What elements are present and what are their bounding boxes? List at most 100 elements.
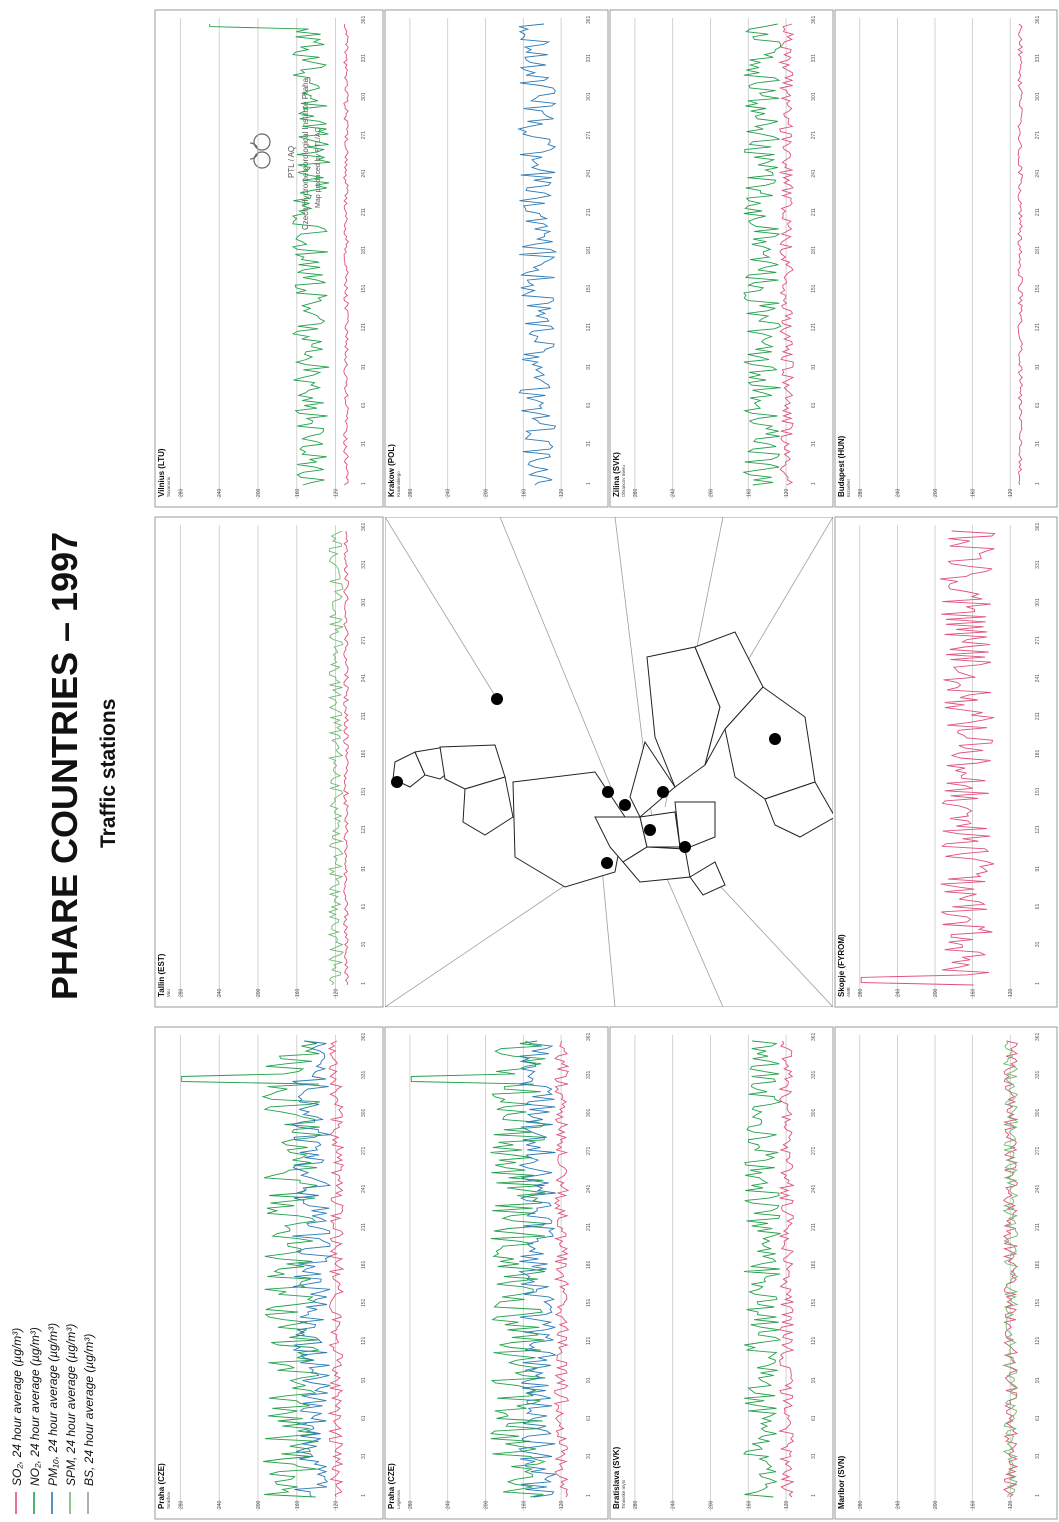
x-tick-label: 121 xyxy=(586,323,592,332)
x-tick-label: 151 xyxy=(1035,1298,1041,1307)
y-tick-label: 240 xyxy=(671,488,677,497)
leader-line xyxy=(385,517,498,700)
x-tick-label: 211 xyxy=(1035,1223,1041,1231)
x-tick-label: 241 xyxy=(1035,674,1041,683)
x-tick-label: 1 xyxy=(811,482,817,485)
y-tick-label: 200 xyxy=(709,1500,715,1509)
y-tick-label: 120 xyxy=(1008,488,1014,497)
series-line-so xyxy=(778,23,795,486)
station-panel: 120 160 200 240 280 Praha (CZE) Smichov 1 31 61 91… xyxy=(154,1026,384,1520)
panel-frame xyxy=(834,1026,1058,1520)
y-tick-label: 160 xyxy=(746,1500,752,1509)
x-tick-label: 121 xyxy=(811,323,817,332)
station-panel: 120 160 200 240 280 Krakow (POL) Krasinskiego 1… xyxy=(384,9,609,508)
x-tick-label: 361 xyxy=(361,1032,367,1041)
y-tick-label: 240 xyxy=(446,488,452,497)
x-tick-label: 61 xyxy=(1035,904,1041,910)
x-tick-label: 271 xyxy=(586,131,592,140)
station-name: Budapest (HUN) xyxy=(837,435,846,497)
y-tick-label: 280 xyxy=(633,1500,639,1509)
series-line-so xyxy=(553,1040,570,1498)
station-name: Zilina (SVK) xyxy=(612,452,621,497)
y-tick-label: 240 xyxy=(446,1500,452,1509)
credit-line-1: PTL / AQ xyxy=(287,146,296,178)
x-tick-label: 151 xyxy=(1035,787,1041,796)
credits-block: PTL / AQ Czech Hydrometeorological Insti… xyxy=(250,77,322,230)
x-tick-label: 31 xyxy=(361,1453,367,1459)
x-tick-label: 301 xyxy=(586,1108,592,1117)
station-name: Bratislava (SVK) xyxy=(612,1446,621,1509)
y-tick-label: 280 xyxy=(858,1500,864,1509)
x-tick-label: 181 xyxy=(361,749,367,758)
panel-frame xyxy=(154,516,384,1008)
x-tick-label: 31 xyxy=(361,441,367,447)
x-tick-label: 331 xyxy=(361,560,367,569)
x-tick-label: 31 xyxy=(811,441,817,447)
y-tick-label: 280 xyxy=(408,488,414,497)
y-tick-label: 200 xyxy=(484,488,490,497)
x-tick-label: 1 xyxy=(361,1494,367,1497)
station-name: Vilnius (LTU) xyxy=(157,448,166,497)
y-tick-label: 120 xyxy=(1008,1500,1014,1509)
x-tick-label: 181 xyxy=(811,246,817,255)
x-tick-label: 301 xyxy=(811,1108,817,1117)
x-tick-label: 121 xyxy=(361,1336,367,1345)
x-tick-label: 331 xyxy=(586,1070,592,1079)
series-line-pm xyxy=(517,23,558,486)
station-dot xyxy=(619,799,631,811)
x-tick-label: 61 xyxy=(361,1415,367,1421)
leader-line xyxy=(706,871,833,1007)
x-tick-label: 241 xyxy=(586,169,592,178)
y-tick-label: 280 xyxy=(633,488,639,497)
map xyxy=(385,517,833,1007)
x-tick-label: 181 xyxy=(1035,749,1041,758)
country-outlines xyxy=(392,631,833,896)
x-tick-label: 181 xyxy=(811,1260,817,1269)
leader-line xyxy=(385,871,586,1007)
x-tick-label: 91 xyxy=(361,1377,367,1383)
credit-line-2: Czech Hydrometeorological Institute Prah… xyxy=(301,77,310,230)
x-tick-label: 181 xyxy=(361,246,367,255)
station-panel: 120 160 200 240 280 Zilina (SVK) Obrancov mier… xyxy=(609,9,834,508)
series-line-spm xyxy=(327,530,345,986)
y-tick-label: 240 xyxy=(895,1500,901,1509)
x-tick-label: 301 xyxy=(811,92,817,101)
y-tick-label: 120 xyxy=(334,1500,340,1509)
x-tick-label: 31 xyxy=(361,941,367,947)
x-tick-label: 31 xyxy=(1035,941,1041,947)
legend-label: SO₂, 24 hour average (µg/m³) xyxy=(10,1328,24,1486)
x-tick-label: 91 xyxy=(811,1377,817,1383)
y-tick-label: 280 xyxy=(408,1500,414,1509)
x-tick-label: 61 xyxy=(811,1415,817,1421)
station-name: Krakow (POL) xyxy=(387,444,396,497)
station-sublabel: Obrancov mieru xyxy=(621,464,626,497)
x-tick-label: 361 xyxy=(811,1032,817,1041)
x-tick-label: 61 xyxy=(1035,402,1041,408)
station-sublabel: Smichov xyxy=(166,1491,171,1509)
x-tick-label: 121 xyxy=(586,1336,592,1345)
station-dot xyxy=(491,693,503,705)
x-tick-label: 1 xyxy=(586,1494,592,1497)
x-tick-label: 31 xyxy=(1035,1453,1041,1459)
legend-label: PM₁₀, 24 hour average (µg/m³) xyxy=(46,1323,60,1486)
x-tick-label: 301 xyxy=(1035,598,1041,607)
x-tick-label: 271 xyxy=(1035,1146,1041,1155)
y-tick-label: 120 xyxy=(784,1500,790,1509)
x-tick-label: 91 xyxy=(361,866,367,872)
series-line-so xyxy=(1017,23,1024,486)
x-tick-label: 151 xyxy=(1035,284,1041,293)
y-tick-label: 280 xyxy=(178,488,184,497)
station-sublabel: AMB xyxy=(846,987,851,997)
x-tick-label: 361 xyxy=(586,15,592,24)
x-tick-label: 211 xyxy=(811,208,817,216)
y-tick-label: 200 xyxy=(709,488,715,497)
station-sublabel: Savanoriu xyxy=(166,476,171,497)
series-line-so xyxy=(778,1040,795,1498)
series-line-pm xyxy=(291,1040,332,1498)
series-line-no xyxy=(743,1040,783,1498)
x-tick-label: 331 xyxy=(361,1070,367,1079)
x-tick-label: 211 xyxy=(586,208,592,216)
x-tick-label: 1 xyxy=(1035,1494,1041,1497)
y-tick-label: 120 xyxy=(1008,988,1014,997)
station-name: Praha (CZE) xyxy=(157,1463,166,1509)
